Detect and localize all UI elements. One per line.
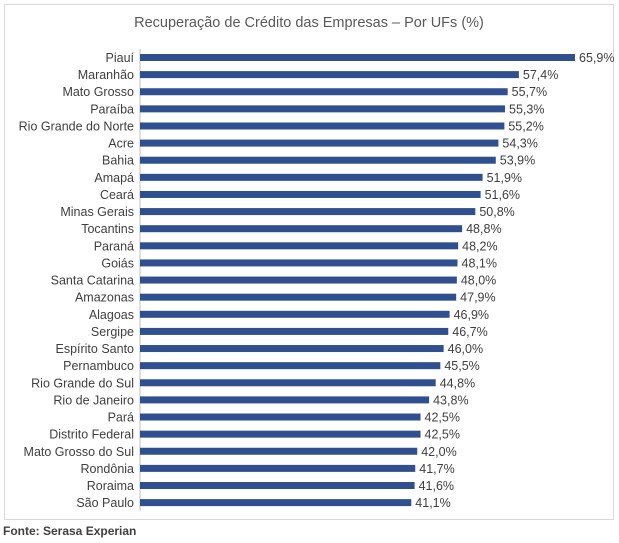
bar — [140, 379, 436, 387]
bar — [140, 362, 441, 370]
bar — [140, 345, 444, 353]
data-label: 41,7% — [419, 462, 454, 476]
category-label: Santa Catarina — [51, 274, 134, 288]
bar — [140, 242, 459, 250]
bar — [140, 430, 421, 438]
category-label: Acre — [108, 137, 134, 151]
bar — [140, 327, 449, 335]
chart-frame: Recuperação de Crédito das Empresas – Po… — [4, 4, 614, 520]
bar — [140, 139, 499, 147]
category-label: Pará — [108, 411, 134, 425]
bar — [140, 88, 508, 96]
chart-title: Recuperação de Crédito das Empresas – Po… — [134, 15, 484, 31]
category-label: Alagoas — [89, 308, 134, 322]
data-label: 55,3% — [509, 102, 544, 116]
category-label: Amazonas — [75, 291, 134, 305]
category-label: Minas Gerais — [60, 205, 134, 219]
bar — [140, 259, 458, 267]
bar — [140, 464, 416, 472]
data-label: 42,5% — [425, 428, 460, 442]
bar — [140, 54, 575, 61]
bar — [140, 396, 430, 404]
category-label: Distrito Federal — [49, 428, 134, 442]
category-label: Mato Grosso do Sul — [24, 445, 134, 459]
category-label: Amapá — [94, 171, 134, 185]
bar — [140, 413, 421, 421]
data-label: 44,8% — [440, 376, 475, 390]
data-label: 55,7% — [512, 85, 547, 99]
category-label: Bahia — [102, 154, 134, 168]
category-label: Rondônia — [80, 462, 134, 476]
data-label: 51,9% — [487, 171, 522, 185]
data-label: 46,0% — [448, 342, 483, 356]
bar — [140, 293, 457, 301]
data-label: 45,5% — [444, 359, 479, 373]
bar — [140, 499, 412, 507]
data-label: 42,0% — [421, 445, 456, 459]
category-label: Pernambuco — [63, 359, 134, 373]
bar — [140, 482, 415, 489]
category-label: Maranhão — [78, 68, 134, 82]
bar — [140, 225, 463, 233]
category-label: Sergipe — [91, 325, 134, 339]
data-label: 54,3% — [502, 137, 537, 151]
data-label: 41,6% — [419, 479, 454, 493]
data-label: 50,8% — [479, 205, 514, 219]
category-label: Ceará — [100, 188, 134, 202]
bar — [140, 310, 450, 318]
category-label: Roraima — [87, 479, 134, 493]
bar — [140, 122, 505, 130]
bar — [140, 105, 506, 113]
data-label: 46,7% — [452, 325, 487, 339]
category-label: Paraíba — [90, 102, 134, 116]
category-label: Rio de Janeiro — [53, 393, 134, 407]
source-note: Fonte: Serasa Experian — [3, 524, 137, 538]
data-label: 48,1% — [462, 256, 497, 270]
bar — [140, 173, 483, 181]
bar-chart: Piauí 65,9% Maranhão 57,4% Mato Grosso 55,7% P… — [19, 48, 614, 512]
bar — [140, 208, 476, 216]
data-label: 51,6% — [485, 188, 520, 202]
data-label: 65,9% — [579, 51, 614, 65]
category-label: São Paulo — [76, 496, 134, 510]
data-label: 41,1% — [415, 496, 450, 510]
category-label: Paraná — [94, 239, 134, 253]
category-label: Rio Grande do Sul — [31, 376, 134, 390]
data-label: 57,4% — [523, 68, 558, 82]
category-label: Mato Grosso — [62, 85, 134, 99]
data-label: 48,8% — [466, 222, 501, 236]
category-label: Espírito Santo — [55, 342, 134, 356]
bar — [140, 156, 496, 164]
bar — [140, 71, 519, 79]
data-label: 42,5% — [425, 411, 460, 425]
data-label: 48,2% — [462, 239, 497, 253]
data-label: 48,0% — [461, 274, 496, 288]
data-label: 53,9% — [500, 154, 535, 168]
category-label: Goiás — [101, 256, 134, 270]
bar — [140, 276, 457, 284]
data-label: 43,8% — [433, 393, 468, 407]
data-label: 47,9% — [460, 291, 495, 305]
category-label: Tocantins — [81, 222, 134, 236]
category-label: Rio Grande do Norte — [19, 119, 134, 133]
data-label: 55,2% — [508, 119, 543, 133]
data-label: 46,9% — [454, 308, 489, 322]
category-label: Piauí — [106, 51, 135, 65]
bar — [140, 190, 481, 198]
bar — [140, 447, 418, 455]
